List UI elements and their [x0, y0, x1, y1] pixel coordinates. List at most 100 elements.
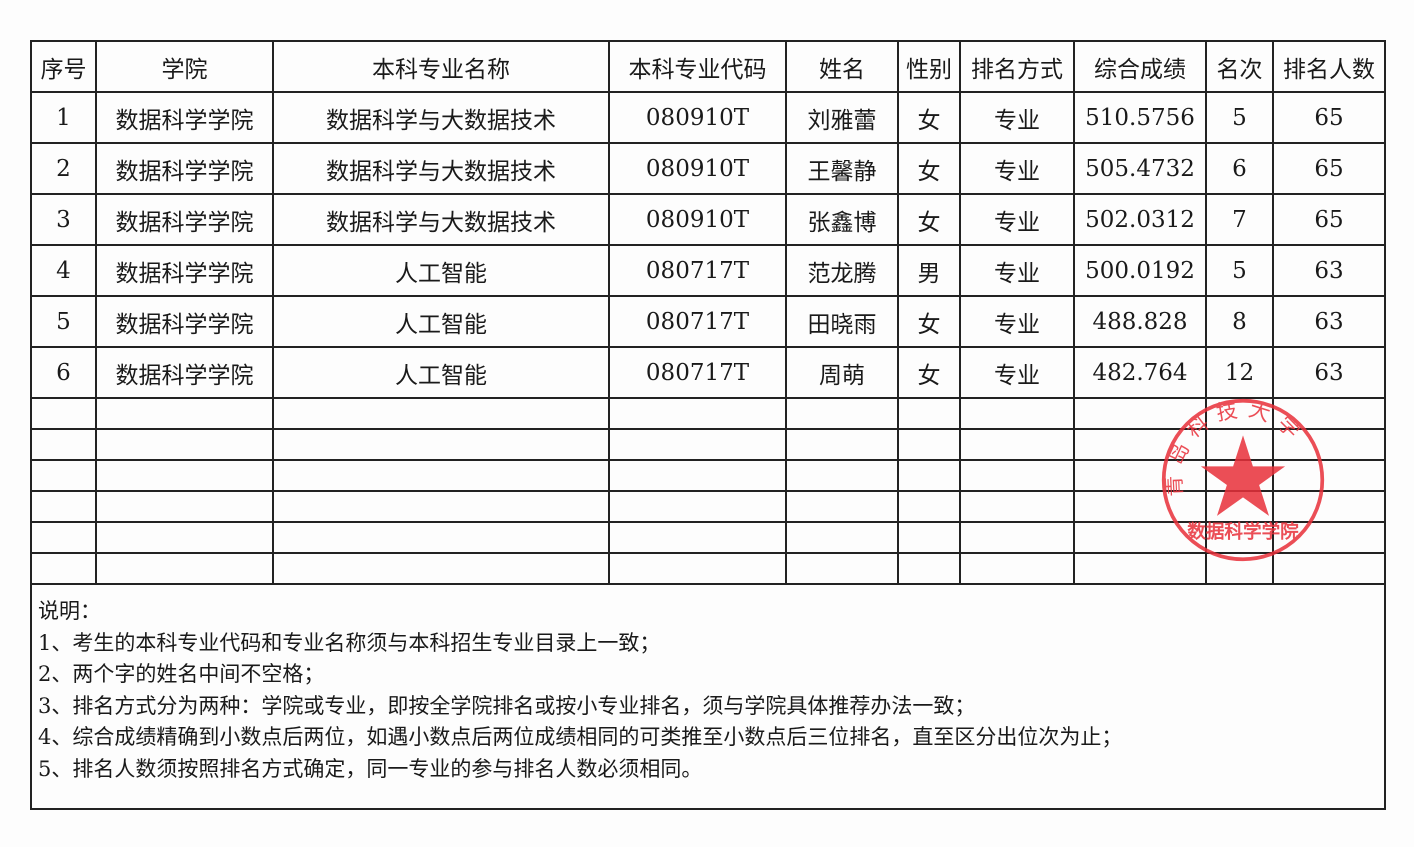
notes-title: 说明：: [38, 599, 101, 623]
header-cell: 本科专业代码: [608, 40, 787, 93]
table-cell: 63: [1272, 346, 1386, 399]
empty-cell: [608, 459, 787, 492]
table-cell: 080910T: [608, 193, 787, 246]
empty-cell: [1272, 459, 1386, 492]
empty-cell: [272, 397, 610, 430]
empty-cell: [95, 459, 274, 492]
empty-cell: [272, 428, 610, 461]
empty-cell: [959, 397, 1075, 430]
empty-cell: [1205, 521, 1274, 554]
table-cell: 3: [30, 193, 97, 246]
empty-cell: [897, 521, 961, 554]
empty-cell: [1272, 521, 1386, 554]
empty-cell: [30, 490, 97, 523]
table-cell: 500.0192: [1073, 244, 1207, 297]
table-cell: 5: [1205, 91, 1274, 144]
table-cell: 数据科学学院: [95, 244, 274, 297]
empty-cell: [897, 428, 961, 461]
empty-cell: [30, 459, 97, 492]
table-cell: 数据科学与大数据技术: [272, 193, 610, 246]
header-cell: 序号: [30, 40, 97, 93]
empty-cell: [1272, 397, 1386, 430]
table-row: 4 数据科学学院 人工智能 080717T 范龙腾男专业 500.0192 5 63: [30, 244, 1386, 297]
empty-cell: [1073, 459, 1207, 492]
header-cell: 排名人数: [1272, 40, 1386, 93]
empty-cell: [608, 428, 787, 461]
table-cell: 田晓雨: [785, 295, 899, 348]
table-cell: 4: [30, 244, 97, 297]
empty-cell: [785, 428, 899, 461]
header-cell: 姓名: [785, 40, 899, 93]
table-row: 2 数据科学学院 数据科学与大数据技术 080910T 王馨静女专业 505.4732 6 6…: [30, 142, 1386, 195]
table-cell: 专业: [959, 91, 1075, 144]
note-item: 3、排名方式分为两种：学院或专业，即按全学院排名或按小专业排名，须与学院具体推荐…: [38, 693, 976, 718]
ranking-table: 序号 学院 本科专业名称 本科专业代码 姓名 性别 排名方式 综合成绩 名次 排…: [30, 40, 1386, 585]
table-cell: 张鑫博: [785, 193, 899, 246]
table-cell: 数据科学学院: [95, 346, 274, 399]
table-cell: 人工智能: [272, 295, 610, 348]
table-cell: 505.4732: [1073, 142, 1207, 195]
table-cell: 王馨静: [785, 142, 899, 195]
empty-cell: [1205, 459, 1274, 492]
empty-cell: [608, 521, 787, 554]
empty-cell: [1073, 428, 1207, 461]
empty-cell: [1272, 428, 1386, 461]
notes-section: 说明： 1、考生的本科专业代码和专业名称须与本科招生专业目录上一致； 2、两个字…: [30, 566, 1386, 810]
empty-cell: [785, 521, 899, 554]
empty-cell: [959, 490, 1075, 523]
table-row: 6 数据科学学院 人工智能 080717T 周萌女专业 482.764 12 63: [30, 346, 1386, 399]
empty-cell: [95, 552, 274, 585]
empty-cell: [1205, 397, 1274, 430]
empty-cell: [1205, 428, 1274, 461]
empty-cell: [1073, 521, 1207, 554]
empty-cell: [785, 397, 899, 430]
table-cell: 数据科学学院: [95, 295, 274, 348]
empty-cell: [30, 397, 97, 430]
table-cell: 女: [897, 91, 961, 144]
empty-cell: [959, 521, 1075, 554]
table-cell: 专业: [959, 193, 1075, 246]
empty-cell: [897, 552, 961, 585]
empty-cell: [95, 490, 274, 523]
empty-cell: [272, 552, 610, 585]
table-cell: 080910T: [608, 142, 787, 195]
table-cell: 63: [1272, 244, 1386, 297]
note-item: 5、排名人数须按照排名方式确定，同一专业的参与排名人数必须相同。: [38, 756, 703, 781]
table-cell: 人工智能: [272, 244, 610, 297]
header-cell: 名次: [1205, 40, 1274, 93]
empty-cell: [1073, 490, 1207, 523]
table-cell: 专业: [959, 346, 1075, 399]
table-cell: 数据科学学院: [95, 193, 274, 246]
table-cell: 女: [897, 346, 961, 399]
header-row: 序号 学院 本科专业名称 本科专业代码 姓名 性别 排名方式 综合成绩 名次 排…: [30, 40, 1386, 93]
table-cell: 080910T: [608, 91, 787, 144]
table-row: 3 数据科学学院 数据科学与大数据技术 080910T 张鑫博女专业 502.0312 7 6…: [30, 193, 1386, 246]
empty-row: [30, 490, 1386, 523]
table-cell: 男: [897, 244, 961, 297]
empty-cell: [897, 490, 961, 523]
header-cell: 排名方式: [959, 40, 1075, 93]
empty-cell: [785, 552, 899, 585]
empty-cell: [959, 459, 1075, 492]
empty-cell: [1205, 490, 1274, 523]
empty-cell: [897, 397, 961, 430]
table-cell: 刘雅蕾: [785, 91, 899, 144]
empty-row: [30, 552, 1386, 585]
note-item: 1、考生的本科专业代码和专业名称须与本科招生专业目录上一致；: [38, 630, 661, 655]
header-cell: 综合成绩: [1073, 40, 1207, 93]
table-cell: 数据科学与大数据技术: [272, 142, 610, 195]
table-cell: 人工智能: [272, 346, 610, 399]
table-cell: 周萌: [785, 346, 899, 399]
table-cell: 080717T: [608, 244, 787, 297]
table-cell: 65: [1272, 91, 1386, 144]
empty-cell: [785, 459, 899, 492]
empty-cell: [897, 459, 961, 492]
table-cell: 女: [897, 193, 961, 246]
table-cell: 6: [1205, 142, 1274, 195]
table-cell: 63: [1272, 295, 1386, 348]
table-cell: 5: [30, 295, 97, 348]
table-cell: 080717T: [608, 346, 787, 399]
empty-cell: [30, 428, 97, 461]
table-cell: 数据科学学院: [95, 91, 274, 144]
table-cell: 数据科学学院: [95, 142, 274, 195]
